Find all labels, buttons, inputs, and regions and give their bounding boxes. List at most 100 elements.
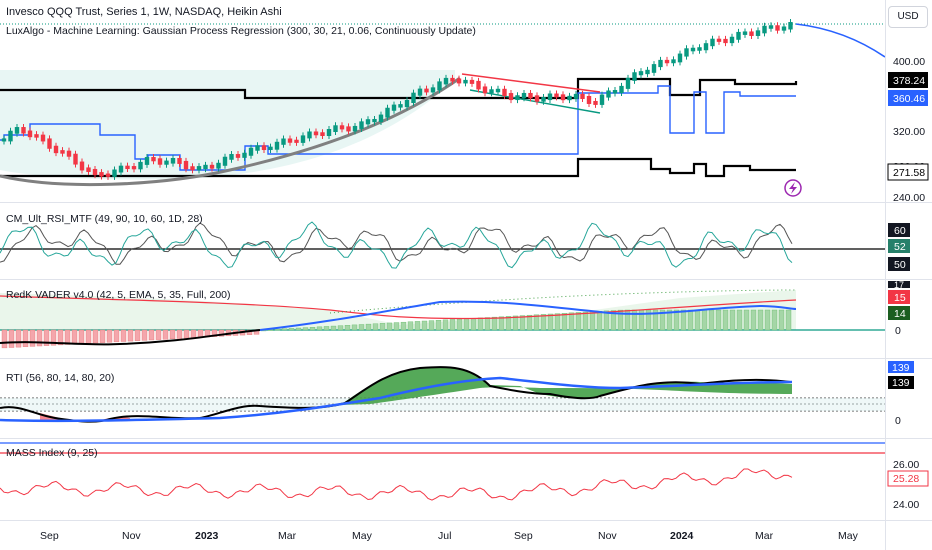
candle-body: [125, 165, 130, 170]
vader-histogram-bar: [148, 329, 155, 341]
mass-badge-25: [887, 470, 929, 487]
price-scale[interactable]: 400.00 320.00 280.00 240.00 378.24 360.4…: [887, 56, 929, 511]
badge-271: [887, 163, 929, 181]
candle-body: [131, 166, 137, 170]
candle-body: [307, 131, 312, 139]
candle-body: [495, 88, 501, 93]
candle-body: [729, 36, 735, 44]
vader-histogram-bar: [64, 329, 71, 345]
candle-body: [606, 90, 611, 98]
indicator-legend-vader[interactable]: RedK VADER v4.0 (42, 5, EMA, 5, 35, Full…: [6, 289, 231, 301]
rti-pane[interactable]: [0, 366, 885, 423]
candle-body: [775, 25, 780, 31]
vader-histogram-bar: [666, 309, 673, 331]
vader-histogram-bar: [736, 309, 743, 331]
indicator-legend-rsi[interactable]: CM_Ult_RSI_MTF (49, 90, 10, 60, 1D, 28): [6, 213, 203, 225]
y-tick-320: 320.00: [893, 126, 925, 138]
vader-histogram-bar: [568, 312, 575, 331]
mass-badge-25-text: 25.28: [893, 473, 919, 485]
vader-histogram-bar: [519, 315, 526, 331]
vader-histogram-bar: [29, 329, 36, 347]
vader-badge-14: [888, 306, 910, 320]
vader-histogram-bar: [547, 313, 554, 331]
rsi-pane[interactable]: [0, 221, 885, 269]
candle-body: [411, 92, 416, 104]
candle-body: [612, 90, 618, 94]
candle-body: [671, 59, 676, 64]
vader-histogram-bar: [624, 309, 631, 331]
rsi-badge-60-text: 60: [894, 225, 906, 237]
lightning-icon[interactable]: [784, 179, 802, 197]
candle-body: [53, 145, 59, 154]
vader-histogram-bar: [575, 312, 582, 331]
vader-histogram-bar: [309, 327, 316, 331]
vader-histogram-bar: [512, 315, 519, 331]
candle-body: [216, 162, 221, 169]
candle-body: [768, 25, 774, 29]
y-tick-240: 240.00: [893, 192, 925, 204]
vader-badge-15-text: 15: [894, 292, 906, 304]
vader-histogram-bar: [218, 329, 225, 337]
candle-body: [138, 161, 143, 170]
vader-histogram-bar: [470, 318, 477, 331]
vader-histogram-bar: [743, 309, 750, 331]
candle-body: [404, 100, 410, 108]
indicator-legend-mass[interactable]: MASS Index (9, 25): [6, 447, 98, 459]
candle-body: [73, 153, 78, 165]
rsi-badge-60: [888, 223, 910, 237]
vader-histogram-bar: [393, 322, 400, 331]
vader-histogram-bar: [435, 320, 442, 331]
mass-y-tick-24: 24.00: [893, 499, 919, 511]
candle-body: [190, 166, 195, 171]
candle-body: [502, 88, 507, 97]
vader-histogram-bar: [554, 313, 561, 331]
candle-body: [151, 157, 156, 162]
vader-histogram: [1, 309, 792, 349]
time-axis[interactable]: Sep Nov 2023 Mar May Jul Sep Nov 2024 Ma…: [40, 530, 859, 542]
vader-pane[interactable]: [0, 289, 885, 349]
vader-histogram-bar: [274, 328, 281, 331]
vader-histogram-bar: [687, 309, 694, 331]
regression-zone: [0, 70, 455, 180]
vader-histogram-bar: [330, 325, 337, 331]
candle-body: [8, 130, 13, 142]
candle-body: [313, 131, 319, 136]
vader-histogram-bar: [99, 329, 106, 343]
candle-body: [567, 95, 572, 101]
vader-red-line: [0, 295, 797, 320]
indicator-legend-rti[interactable]: RTI (56, 80, 14, 80, 20): [6, 372, 115, 384]
vader-histogram-bar: [169, 329, 176, 340]
vader-histogram-bar: [533, 314, 540, 331]
candle-body: [651, 64, 657, 73]
vader-histogram-bar: [386, 322, 393, 331]
forecast-curve: [795, 23, 885, 58]
mass-pane[interactable]: [0, 442, 885, 501]
indicator-legend-gpr[interactable]: LuxAlgo - Machine Learning: Gaussian Pro…: [6, 25, 476, 37]
candle-body: [450, 77, 455, 82]
symbol-title[interactable]: Invesco QQQ Trust, Series 1, 1W, NASDAQ,…: [6, 6, 282, 18]
vader-histogram-bar: [106, 329, 113, 343]
regression-curve: [0, 76, 461, 187]
vader-histogram-bar: [561, 313, 568, 331]
candle-body: [560, 94, 566, 101]
vader-histogram-bar: [36, 329, 43, 347]
candle-body: [157, 158, 163, 165]
vader-histogram-bar: [351, 324, 358, 331]
candle-body: [183, 160, 189, 170]
price-pane[interactable]: [0, 19, 885, 197]
vader-histogram-bar: [421, 320, 428, 331]
y-tick-400: 400.00: [893, 56, 925, 68]
vader-histogram-bar: [141, 329, 148, 341]
candle-body: [346, 126, 351, 132]
currency-button[interactable]: USD: [888, 6, 928, 28]
rti-green-fill: [340, 367, 792, 405]
vader-histogram-bar: [771, 309, 778, 331]
vader-histogram-bar: [484, 317, 491, 331]
candle-body: [359, 121, 364, 129]
candle-body: [34, 134, 39, 138]
vader-histogram-bar: [407, 321, 414, 331]
candle-body: [112, 169, 117, 177]
vader-histogram-bar: [778, 309, 785, 331]
